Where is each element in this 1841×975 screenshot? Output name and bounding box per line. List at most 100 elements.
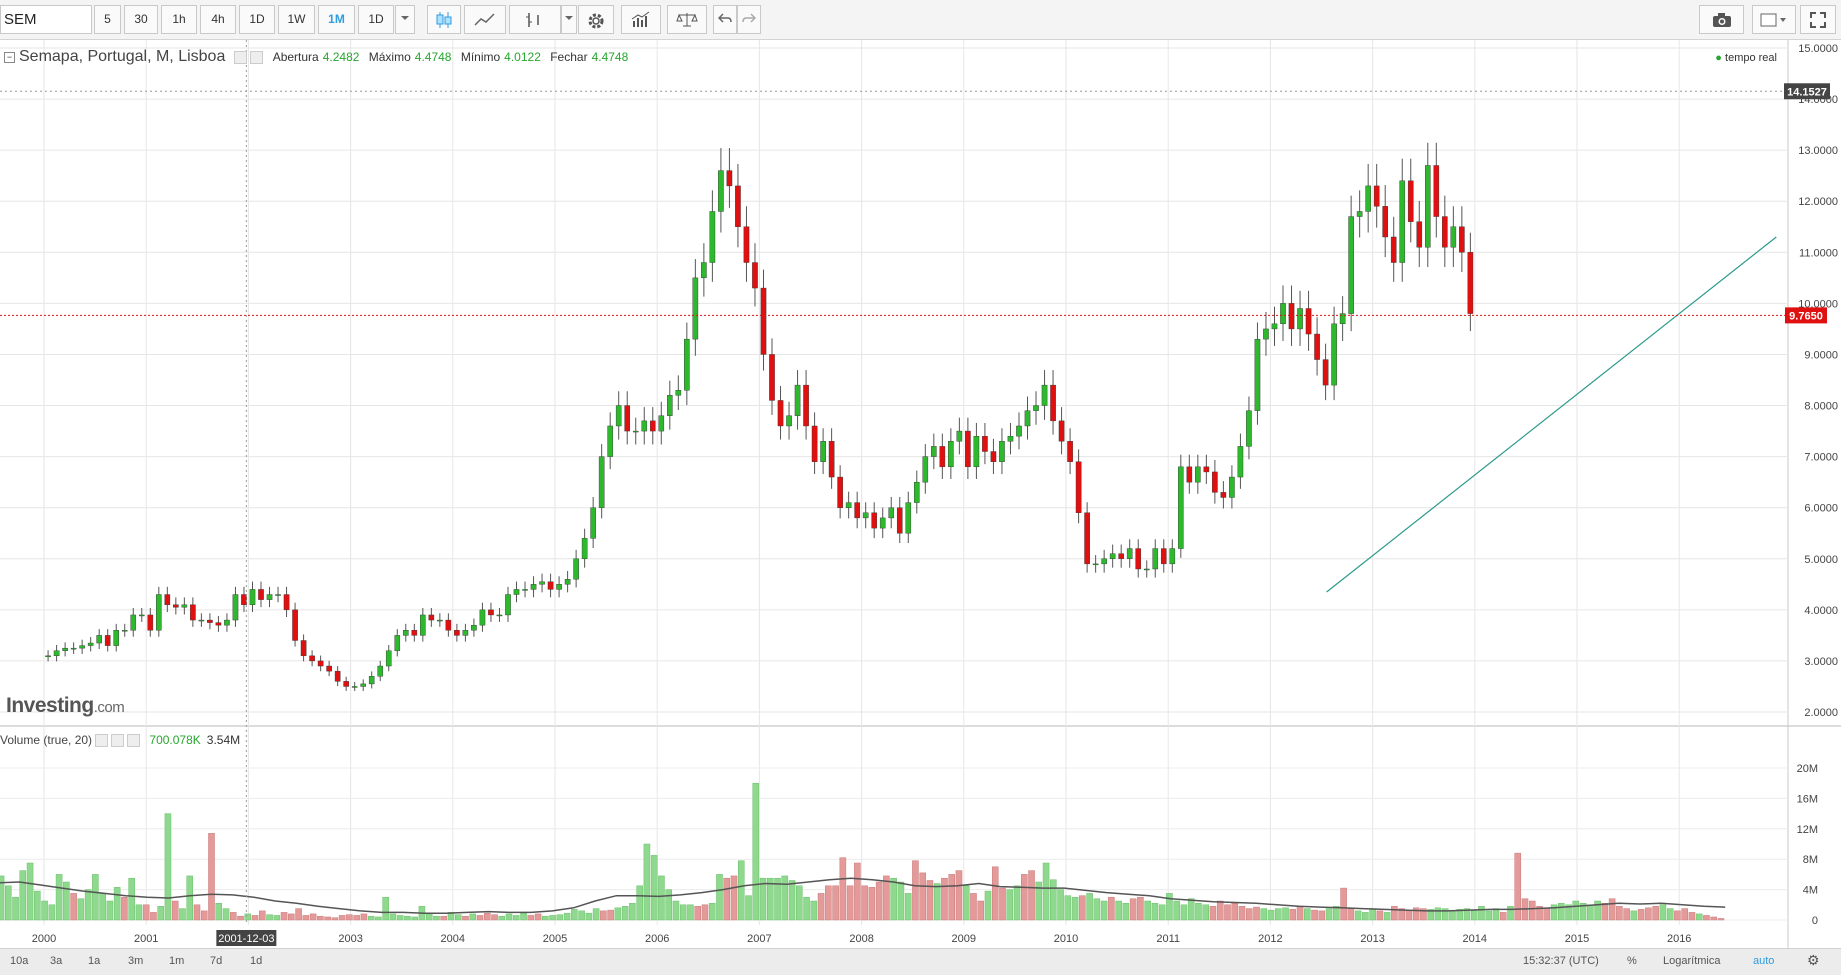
range-10a[interactable]: 10a [10,955,29,967]
volume-bar [462,915,469,921]
compare-button[interactable] [667,5,707,34]
interval-4h[interactable]: 4h [200,5,236,34]
volume-bar [1710,916,1717,921]
candle-up [1016,425,1022,437]
volume-bar [179,908,186,921]
volume-bar [1347,908,1355,921]
log-toggle[interactable]: Logarítmica [1663,955,1721,967]
volume-bar [273,915,281,921]
range-3m[interactable]: 3m [128,955,144,967]
candle-up [1424,165,1431,248]
volume-bar [1565,904,1572,921]
volume-bar [1187,898,1195,921]
interval-1d-alt[interactable]: 1D [358,5,394,34]
candle-up [581,538,588,559]
candle-up [79,645,85,649]
volume-bar [941,877,948,921]
volume-bar [63,881,70,921]
settings-mini-icon[interactable] [234,51,248,65]
last-price-badge [1785,307,1827,324]
candle-up [513,589,520,595]
volume-bar [367,915,375,921]
percent-toggle[interactable]: % [1627,955,1637,967]
price-chart[interactable]: 2.0000 3.0000 4.0000 5.0000 6.0000 7.0000 8.00… [0,40,1841,948]
layout-button[interactable] [1752,5,1796,34]
candle-up [1007,435,1014,442]
candle-down [871,512,878,529]
volume-bar [41,900,48,921]
gear-icon[interactable]: ⚙ [1807,952,1820,968]
line-style-button[interactable] [464,5,506,34]
auto-toggle[interactable]: auto [1753,955,1775,967]
interval-1w[interactable]: 1W [278,5,315,34]
range-1a[interactable]: 1a [88,955,101,967]
open-value: 4.2482 [322,50,360,64]
candle-down [1075,461,1082,514]
volume-bar [1376,910,1384,921]
candle-down [1212,471,1218,493]
volume-bar [222,908,230,921]
settings-button[interactable] [578,5,614,34]
interval-1d[interactable]: 1D [239,5,275,34]
candle-up [709,211,716,263]
candle-down [811,425,818,462]
volume-bar [600,910,607,921]
candle-down [743,226,750,263]
volume-bar [215,903,223,921]
candle-up [641,420,648,432]
interval-1h[interactable]: 1h [161,5,197,34]
volume-bars [0,782,1726,921]
volume-bar [483,912,491,921]
redo-button[interactable] [737,5,761,34]
candle-down [1467,252,1474,314]
fullscreen-button[interactable] [1800,5,1836,34]
volume-bar [534,913,542,921]
volume-bar [360,913,368,921]
undo-button[interactable] [713,5,737,34]
range-1m[interactable]: 1m [169,955,185,967]
indicators-button[interactable] [509,5,561,34]
bottom-bar: 10a 3a 1a 3m 1m 7d 1d 15:32:37 (UTC) % L… [0,948,1841,975]
candle-down [769,354,775,401]
volume-close-icon[interactable] [127,734,141,748]
candle-up [820,441,826,462]
symbol-input[interactable]: SEM [0,5,92,34]
studies-button[interactable] [621,5,661,34]
range-3a[interactable]: 3a [50,955,63,967]
candle-down [1186,466,1193,483]
range-7d[interactable]: 7d [210,955,223,967]
volume-bar [542,915,549,921]
volume-settings-icon[interactable] [95,734,109,748]
candle-up [573,558,579,580]
volume-bar [1645,907,1652,921]
volume-bar [317,915,324,921]
style-dropdown[interactable] [561,5,577,34]
interval-dropdown[interactable] [395,5,415,34]
candle-up [1178,466,1184,549]
volume-tick-label: 20M [1797,763,1818,775]
collapse-icon[interactable]: − [4,52,15,64]
volume-eye-icon[interactable] [111,734,125,748]
volume-bar [1550,904,1558,921]
volume-bar [1499,912,1507,921]
interval-5[interactable]: 5 [94,5,121,34]
volume-bar [527,915,535,921]
eye-mini-icon[interactable] [250,51,264,65]
bars-icon [526,13,539,27]
interval-1m[interactable]: 1M [318,5,355,34]
range-1d[interactable]: 1d [250,955,263,967]
volume-bar [955,870,963,921]
volume-bar [34,890,41,921]
snapshot-button[interactable] [1699,5,1744,34]
volume-bar [1071,896,1079,921]
volume-bar [1260,908,1268,921]
candles-button[interactable] [427,5,461,34]
interval-30[interactable]: 30 [124,5,158,34]
candle-up [922,456,929,483]
candle-up [718,170,724,212]
candle-up [1041,384,1048,406]
volume-bar [999,887,1006,921]
open-label: Abertura [272,50,319,64]
volume-bar [208,833,215,921]
volume-bar [1688,912,1696,921]
